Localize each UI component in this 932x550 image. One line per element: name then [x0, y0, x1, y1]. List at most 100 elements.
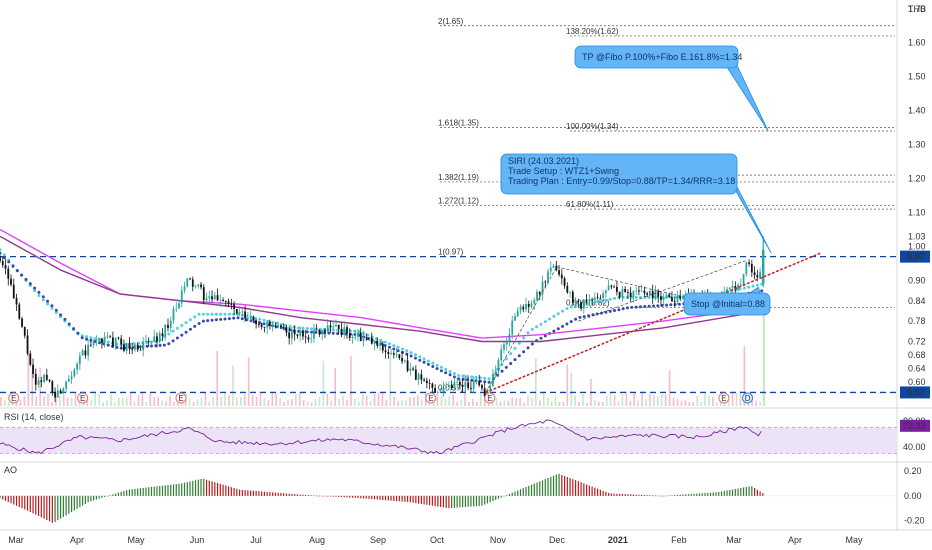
ao-histogram-bar [404, 495, 406, 502]
earnings-marker[interactable]: E [718, 392, 730, 404]
earnings-marker[interactable]: E [484, 392, 496, 404]
ao-histogram-bar [544, 479, 546, 496]
candle-body [368, 337, 370, 339]
volume-bar [55, 392, 57, 406]
volume-bar [712, 396, 714, 406]
current-price-tag[interactable]: 0.97 [900, 250, 930, 263]
price-axis[interactable]: 1.70 1.60 1.50 1.40 1.30 1.20 1.10 1.031.00 0.90… [900, 4, 930, 526]
volume-bar [468, 402, 470, 406]
ao-histogram-bar [354, 495, 356, 498]
ema-dot [530, 342, 534, 346]
callout-box[interactable] [574, 45, 739, 69]
ema-dot [647, 304, 651, 308]
ema-dot [180, 333, 184, 337]
callouts[interactable]: TP @Fibo P.100%+Fibo E.161.8%=1.34 SIRI (… [500, 45, 772, 316]
ao-histogram-bar [371, 495, 373, 500]
support-price-tag[interactable]: 0.57 [900, 386, 930, 399]
ao-histogram-bar [54, 495, 56, 522]
trendline[interactable] [485, 252, 822, 394]
dividend-marker[interactable]: D [742, 392, 753, 404]
ema-dot [634, 305, 638, 309]
ema-dot [184, 330, 188, 334]
candle-body [494, 370, 497, 375]
volume-bar [389, 354, 392, 406]
setup-callout[interactable]: SIRI (24.03.2021)Trade Setup : WTZ1+Swin… [500, 153, 772, 254]
ao-histogram-bar [561, 474, 563, 496]
candle-body [310, 338, 313, 340]
ema-dot [556, 312, 560, 316]
ema-dot [405, 349, 409, 353]
volume-bar [39, 367, 41, 406]
ao-histogram-bar [613, 493, 615, 496]
ema-dot [366, 333, 370, 337]
ema-dot [422, 357, 426, 361]
price-tick-label: 1.70 [908, 4, 926, 14]
volume-bar [314, 398, 317, 406]
ema-dot [50, 304, 54, 308]
volume-bar [263, 398, 266, 406]
ao-histogram-bar [503, 495, 505, 497]
ao-histogram-bar [475, 495, 478, 507]
candle-body [682, 296, 684, 299]
time-tick-label: Mar [8, 535, 24, 545]
earnings-marker[interactable]: E [425, 392, 437, 404]
candle-body [70, 376, 73, 379]
earnings-marker[interactable]: E [8, 392, 20, 404]
volume-bar [23, 396, 26, 406]
ao-histogram-bar [616, 493, 618, 496]
candle-body [219, 299, 222, 301]
callout-box[interactable] [683, 292, 771, 316]
ao-histogram-bar [541, 480, 544, 496]
tp-callout[interactable]: TP @Fibo P.100%+Fibo E.161.8%=1.34 [574, 45, 769, 132]
volume-bar [503, 400, 506, 406]
callout-box[interactable] [500, 153, 738, 195]
candle-body [651, 290, 654, 298]
volume-bar [204, 392, 207, 406]
price-tag-box [900, 386, 930, 399]
volume-bar [527, 396, 529, 406]
candle-body [29, 353, 32, 365]
ema-dot [461, 374, 465, 378]
candle-body [164, 324, 167, 337]
candle-body [481, 385, 483, 389]
volume-bar [708, 395, 710, 406]
ao-histogram-bar [525, 486, 527, 496]
candle-body [230, 303, 233, 305]
volume-bar [759, 401, 761, 406]
ao-histogram-bar [29, 495, 31, 513]
ema-dot [219, 317, 223, 321]
candle-body [208, 296, 211, 298]
ao-histogram-bar [159, 486, 161, 496]
ema-dot [604, 298, 608, 302]
candle-body [613, 286, 616, 288]
candle-body [384, 350, 387, 352]
candle-body [178, 303, 180, 309]
earnings-marker[interactable]: E [175, 392, 187, 404]
ema-dot [660, 303, 664, 307]
time-axis[interactable]: Mar Apr May Jun Jul Aug Sep Oct Nov Dec 2021 Feb Mar… [8, 535, 863, 545]
stop-callout[interactable]: Stop @Initial=0.88 [683, 286, 771, 316]
ema-dot [401, 347, 404, 351]
ema-dot [504, 357, 508, 361]
dotted-uptrend-line[interactable] [485, 252, 822, 394]
ao-histogram-bar [109, 495, 111, 496]
volume-bar [456, 401, 458, 406]
ao-histogram-bar [7, 495, 9, 503]
ema-dot [457, 374, 461, 377]
volume-bar [546, 398, 549, 406]
ao-histogram-bar [115, 493, 117, 496]
candle-body [412, 368, 414, 370]
ao-histogram-bar [123, 490, 125, 496]
ao-histogram-bar [106, 495, 109, 497]
candle-body [125, 343, 128, 351]
ao-histogram-bar [539, 481, 541, 496]
earnings-marker[interactable]: E [77, 392, 89, 404]
ema-dot [59, 313, 63, 317]
volume-bar [672, 397, 675, 406]
candle-body [618, 291, 621, 298]
candle-body [646, 293, 649, 295]
ao-histogram-bar [674, 495, 676, 496]
ao-histogram-bar [583, 483, 585, 496]
